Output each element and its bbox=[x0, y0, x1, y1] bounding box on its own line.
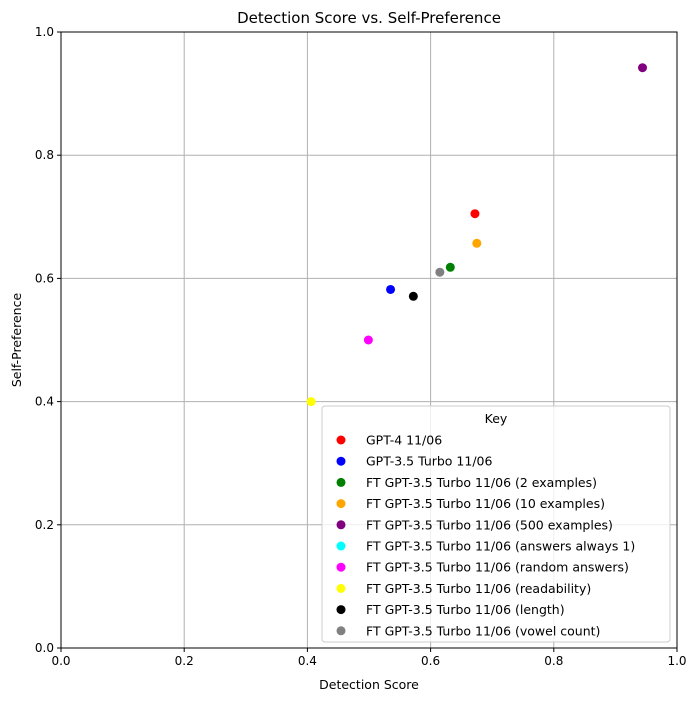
y-axis-ticks: 0.0 0.2 0.4 0.6 0.8 1.0 bbox=[35, 25, 61, 655]
y-tick-label: 0.2 bbox=[35, 518, 54, 532]
legend-entry: FT GPT-3.5 Turbo 11/06 (readability) bbox=[366, 581, 591, 596]
legend-entry: FT GPT-3.5 Turbo 11/06 (answers always 1… bbox=[366, 539, 635, 554]
legend: Key GPT-4 11/06 GPT-3.5 Turbo 11/06 FT GPT… bbox=[321, 405, 671, 643]
x-tick-label: 0.0 bbox=[51, 654, 70, 668]
plot-frame bbox=[60, 31, 678, 649]
y-axis-label: Self-Preference bbox=[9, 293, 24, 388]
legend-marker bbox=[336, 583, 346, 593]
legend-entry: FT GPT-3.5 Turbo 11/06 (500 examples) bbox=[366, 517, 613, 532]
x-tick-label: 1.0 bbox=[667, 654, 686, 668]
legend-marker bbox=[336, 605, 346, 615]
legend-entry: GPT-3.5 Turbo 11/06 bbox=[366, 454, 492, 469]
legend-entry: FT GPT-3.5 Turbo 11/06 (10 examples) bbox=[366, 496, 605, 511]
legend-entry: FT GPT-3.5 Turbo 11/06 (length) bbox=[366, 602, 565, 617]
data-point bbox=[408, 291, 418, 301]
legend-box bbox=[321, 405, 671, 643]
legend-marker bbox=[336, 541, 346, 551]
x-axis-label: Detection Score bbox=[319, 677, 419, 692]
data-points bbox=[306, 63, 648, 407]
legend-marker bbox=[336, 499, 346, 509]
legend-marker bbox=[336, 626, 346, 636]
legend-marker bbox=[336, 520, 346, 530]
chart-title: Detection Score vs. Self-Preference bbox=[237, 9, 501, 27]
legend-title: Key bbox=[485, 411, 508, 426]
legend-marker bbox=[336, 435, 346, 445]
data-point bbox=[386, 284, 396, 294]
data-point bbox=[470, 209, 480, 219]
x-tick-label: 0.6 bbox=[421, 654, 440, 668]
legend-marker bbox=[336, 456, 346, 466]
data-point bbox=[472, 238, 482, 248]
x-tick-label: 0.2 bbox=[175, 654, 194, 668]
data-point bbox=[435, 267, 445, 277]
y-tick-label: 0.8 bbox=[35, 148, 54, 162]
legend-entry: GPT-4 11/06 bbox=[366, 433, 442, 448]
data-point bbox=[363, 335, 373, 345]
legend-marker bbox=[336, 562, 346, 572]
y-tick-label: 0.0 bbox=[35, 641, 54, 655]
y-tick-label: 0.4 bbox=[35, 395, 54, 409]
x-tick-label: 0.8 bbox=[544, 654, 563, 668]
x-tick-label: 0.4 bbox=[298, 654, 317, 668]
legend-marker bbox=[336, 477, 346, 487]
legend-entry: FT GPT-3.5 Turbo 11/06 (random answers) bbox=[366, 560, 629, 575]
x-axis-ticks: 0.0 0.2 0.4 0.6 0.8 1.0 bbox=[51, 648, 687, 668]
data-point bbox=[638, 63, 648, 73]
data-point bbox=[306, 397, 316, 407]
y-tick-label: 0.6 bbox=[35, 271, 54, 285]
y-tick-label: 1.0 bbox=[35, 25, 54, 39]
legend-entry: FT GPT-3.5 Turbo 11/06 (vowel count) bbox=[366, 623, 600, 638]
data-point bbox=[445, 262, 455, 272]
legend-entry: FT GPT-3.5 Turbo 11/06 (2 examples) bbox=[366, 475, 597, 490]
